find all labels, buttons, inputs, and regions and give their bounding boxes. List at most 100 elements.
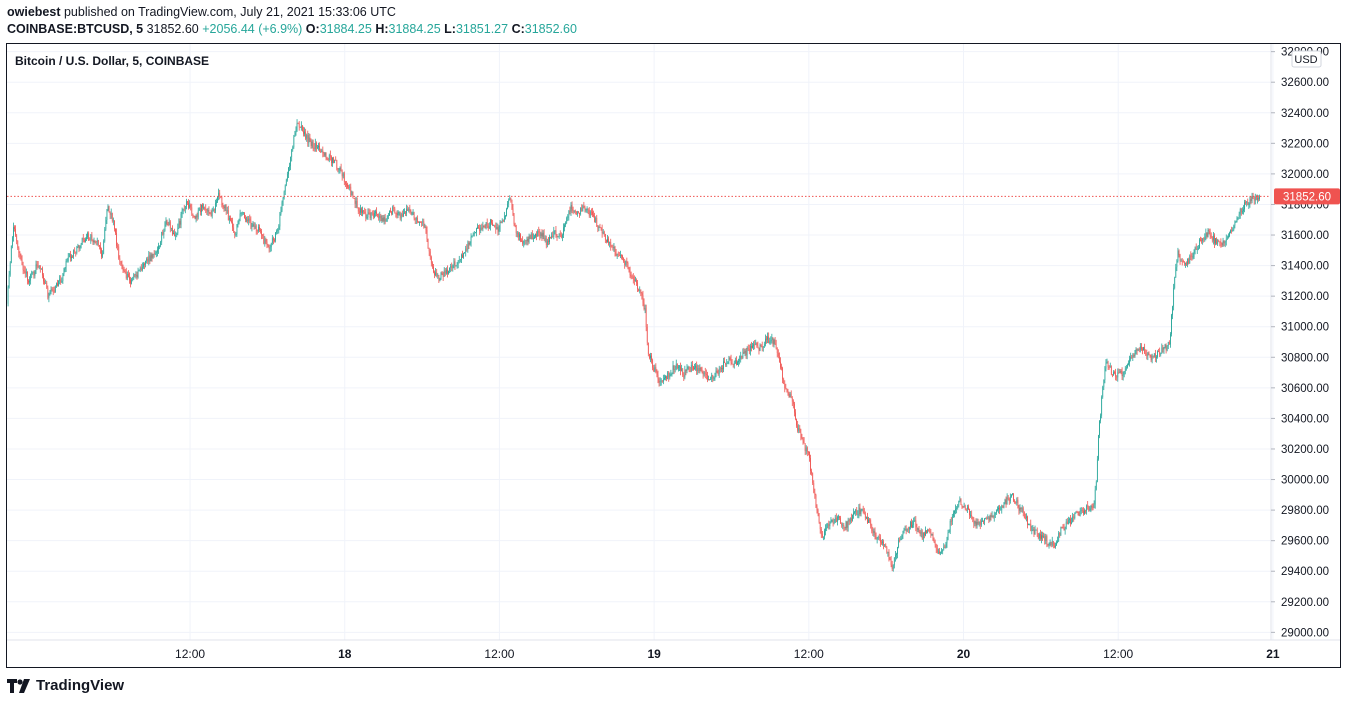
candle-body — [79, 246, 81, 249]
candle-body — [645, 308, 647, 327]
candle-body — [882, 541, 883, 543]
candle-body — [1063, 527, 1065, 531]
candle-body — [629, 270, 631, 275]
candle-body — [572, 209, 574, 211]
candle-body — [1218, 240, 1220, 242]
price-tick-label: 29800.00 — [1281, 505, 1329, 517]
candle-body — [717, 371, 719, 375]
candle-body — [946, 539, 948, 544]
candle-body — [788, 393, 790, 398]
candle-body — [181, 210, 183, 214]
candle-body — [1170, 334, 1171, 345]
price-axis[interactable]: 29000.00 29200.00 29400.00 29600.00 29800.00… — [1271, 47, 1329, 640]
candle-body — [129, 276, 130, 280]
candle-body — [180, 213, 182, 225]
candle-body — [46, 282, 48, 288]
candle-body — [519, 234, 520, 238]
candle-body — [956, 508, 958, 509]
candle-body — [1103, 379, 1105, 387]
candle-body — [565, 222, 566, 226]
candle-body — [1222, 240, 1224, 246]
candle-body — [896, 553, 897, 555]
candle-body — [347, 184, 348, 187]
candle-body — [548, 240, 549, 242]
candle-body — [203, 207, 204, 209]
candle-body — [502, 220, 504, 222]
candle-body — [273, 238, 274, 241]
candle-body — [575, 212, 577, 214]
candle-body — [564, 225, 565, 228]
candle-body — [646, 326, 648, 343]
candle-body — [377, 213, 378, 215]
candle-body — [168, 221, 170, 226]
candle-body — [1023, 512, 1025, 518]
candle-body — [228, 217, 230, 220]
candle-body — [152, 253, 154, 258]
candle-body — [678, 366, 679, 369]
candle-body — [106, 210, 108, 221]
candle-body — [437, 275, 439, 276]
candle-body — [1207, 229, 1209, 237]
candle-body — [1134, 354, 1136, 357]
candle-body — [993, 514, 995, 518]
candle-body — [725, 362, 727, 365]
candle-body — [747, 347, 749, 350]
candle-body — [1174, 277, 1176, 288]
candle-body — [19, 253, 21, 256]
candle-body — [468, 242, 470, 245]
candle-body — [1229, 232, 1230, 236]
candle-body — [149, 255, 151, 261]
candle-body — [138, 270, 140, 272]
candle-body — [44, 281, 45, 284]
candle-body — [888, 551, 890, 560]
candle-body — [1081, 510, 1083, 512]
candle-body — [845, 521, 847, 529]
candle-body — [76, 246, 78, 253]
tradingview-brand: TradingView — [7, 677, 124, 694]
candle-body — [97, 240, 99, 246]
candle-body — [409, 208, 411, 212]
candle-body — [1242, 211, 1243, 213]
candle-body — [1060, 527, 1062, 536]
candle-body — [40, 268, 42, 270]
candle-body — [1045, 536, 1047, 542]
candle-body — [492, 222, 493, 226]
candle-body — [898, 539, 899, 548]
publish-info: owiebest published on TradingView.com, J… — [7, 5, 396, 19]
author-name[interactable]: owiebest — [7, 5, 61, 19]
candle-body — [574, 210, 576, 213]
candle-body — [815, 494, 817, 507]
candle-body — [52, 289, 54, 291]
candle-body — [1114, 372, 1115, 373]
candle-body — [195, 215, 197, 219]
candle-body — [650, 355, 651, 359]
price-tick-label: 29000.00 — [1281, 627, 1329, 639]
candle-body — [60, 279, 62, 283]
candle-body — [732, 364, 734, 365]
candle-body — [513, 215, 515, 225]
candle-body — [835, 517, 837, 522]
candle-body — [1049, 542, 1051, 545]
candle-body — [1027, 516, 1028, 526]
candle-body — [1012, 493, 1013, 495]
candle-body — [135, 274, 137, 276]
candle-body — [399, 212, 401, 219]
candle-body — [832, 519, 834, 523]
candle-body — [1013, 493, 1014, 501]
candle-body — [972, 516, 974, 519]
candle-body — [227, 210, 229, 220]
candle-body — [583, 206, 585, 208]
candle-body — [1203, 238, 1205, 240]
candle-body — [382, 217, 384, 221]
candle-body — [49, 291, 51, 294]
candle-body — [771, 337, 773, 340]
candle-body — [787, 391, 789, 394]
candle-body — [146, 258, 148, 261]
candle-body — [1165, 344, 1167, 351]
candle-body — [1029, 523, 1031, 525]
candle-body — [302, 125, 303, 132]
candle-body — [642, 295, 644, 303]
candle-body — [570, 205, 572, 212]
